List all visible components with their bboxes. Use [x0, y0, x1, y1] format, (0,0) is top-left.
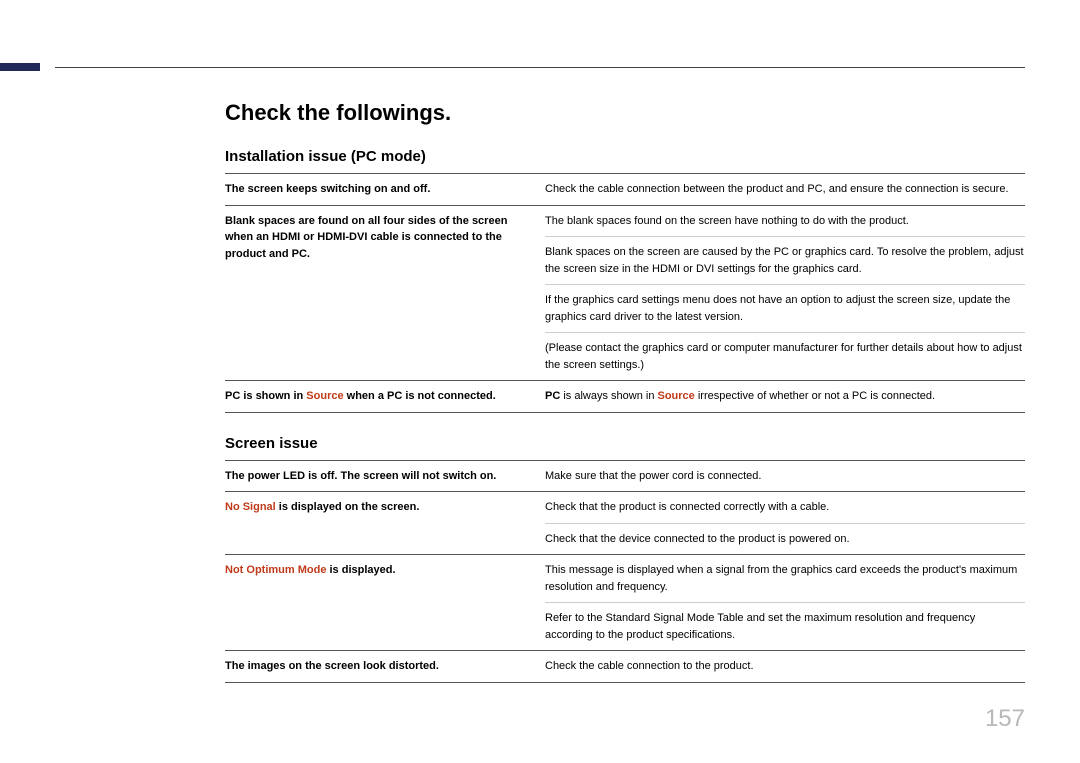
table-row: PC is shown in Source when a PC is not c… — [225, 381, 1025, 413]
solution-cell: Refer to the Standard Signal Mode Table … — [545, 603, 1025, 651]
table-row: The images on the screen look distorted.… — [225, 651, 1025, 683]
solution-cell: Check the cable connection to the produc… — [545, 651, 1025, 683]
highlight-text: No Signal — [225, 501, 276, 513]
issue-cell: No Signal is displayed on the screen. — [225, 492, 545, 555]
table-row: Blank spaces are found on all four sides… — [225, 205, 1025, 237]
issue-cell: The screen keeps switching on and off. — [225, 174, 545, 206]
solution-cell: Blank spaces on the screen are caused by… — [545, 237, 1025, 285]
solution-cell: If the graphics card settings menu does … — [545, 285, 1025, 333]
issue-cell: Not Optimum Mode is displayed. — [225, 555, 545, 651]
solution-cell: Make sure that the power cord is connect… — [545, 460, 1025, 492]
table-row: No Signal is displayed on the screen. Ch… — [225, 492, 1025, 524]
issue-cell: The power LED is off. The screen will no… — [225, 460, 545, 492]
table-row: The power LED is off. The screen will no… — [225, 460, 1025, 492]
top-rule — [55, 67, 1025, 68]
main-heading: Check the followings. — [225, 100, 1025, 126]
section2-heading: Screen issue — [225, 435, 1025, 452]
issue-cell: The images on the screen look distorted. — [225, 651, 545, 683]
solution-cell: The blank spaces found on the screen hav… — [545, 205, 1025, 237]
page-number: 157 — [985, 705, 1025, 733]
highlight-text: Source — [306, 390, 343, 402]
accent-bar — [0, 63, 40, 71]
solution-cell: This message is displayed when a signal … — [545, 555, 1025, 603]
section1-heading: Installation issue (PC mode) — [225, 148, 1025, 165]
table-row: Not Optimum Mode is displayed. This mess… — [225, 555, 1025, 603]
table-row: The screen keeps switching on and off. C… — [225, 174, 1025, 206]
page-content: Check the followings. Installation issue… — [225, 100, 1025, 683]
section2-table: The power LED is off. The screen will no… — [225, 460, 1025, 683]
solution-cell: PC is always shown in Source irrespectiv… — [545, 381, 1025, 413]
solution-cell: Check the cable connection between the p… — [545, 174, 1025, 206]
solution-cell: (Please contact the graphics card or com… — [545, 333, 1025, 381]
section1-table: The screen keeps switching on and off. C… — [225, 173, 1025, 413]
solution-cell: Check that the product is connected corr… — [545, 492, 1025, 524]
issue-cell: Blank spaces are found on all four sides… — [225, 205, 545, 381]
solution-cell: Check that the device connected to the p… — [545, 523, 1025, 555]
highlight-text: Source — [658, 390, 695, 402]
issue-cell: PC is shown in Source when a PC is not c… — [225, 381, 545, 413]
highlight-text: Not Optimum Mode — [225, 564, 326, 576]
